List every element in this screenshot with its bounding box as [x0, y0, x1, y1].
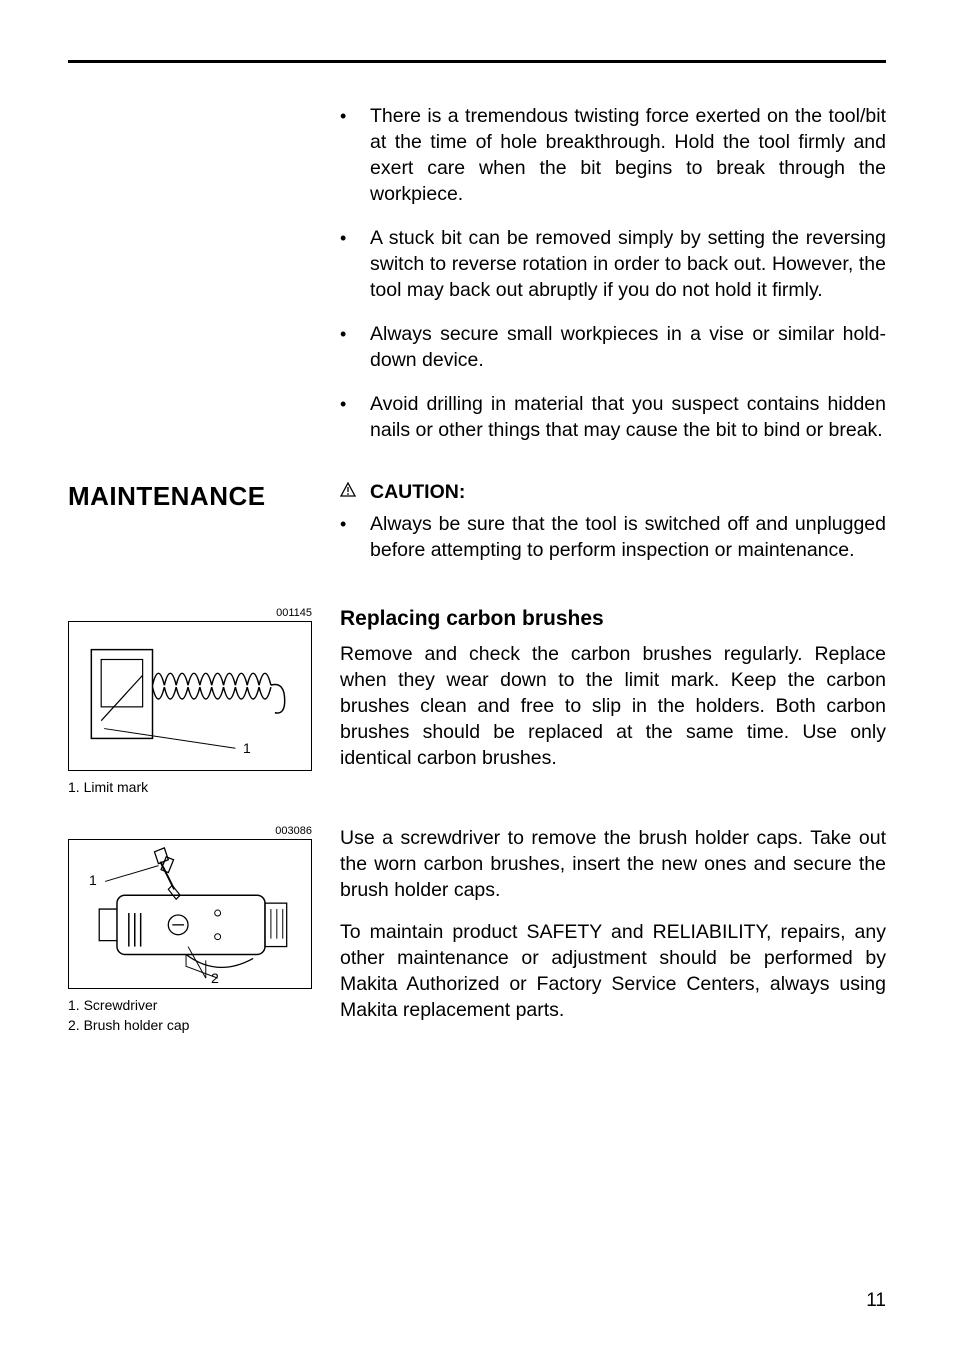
- caution-line: CAUTION:: [340, 481, 886, 505]
- brush-right-col-1: Replacing carbon brushes Remove and chec…: [330, 607, 886, 797]
- maintenance-right-col: CAUTION: • Always be sure that the tool …: [330, 481, 886, 581]
- list-item: • A stuck bit can be removed simply by s…: [340, 225, 886, 303]
- bullet-dot: •: [340, 321, 370, 373]
- maintenance-heading: MAINTENANCE: [68, 481, 330, 512]
- top-bullets-row: • There is a tremendous twisting force e…: [68, 103, 886, 461]
- bullet-dot: •: [340, 391, 370, 443]
- brush-heading: Replacing carbon brushes: [340, 607, 886, 631]
- figure2-caption-2: 2. Brush holder cap: [68, 1015, 312, 1035]
- top-right-col: • There is a tremendous twisting force e…: [330, 103, 886, 461]
- figure2-caption-1: 1. Screwdriver: [68, 995, 312, 1015]
- top-bullet-list: • There is a tremendous twisting force e…: [340, 103, 886, 443]
- figure1-code: 001145: [68, 607, 312, 619]
- figure1-col: 001145 1: [68, 607, 330, 797]
- list-item: • Avoid drilling in material that you su…: [340, 391, 886, 443]
- bullet-text: Always be sure that the tool is switched…: [370, 511, 886, 563]
- caution-bullet-list: • Always be sure that the tool is switch…: [340, 511, 886, 563]
- caution-label: CAUTION:: [370, 481, 465, 504]
- figure1-wrap: 001145 1: [68, 607, 312, 797]
- figure1-captions: 1. Limit mark: [68, 777, 312, 797]
- figure2-code: 003086: [68, 825, 312, 837]
- maintenance-row: MAINTENANCE CAUTION: • Always be sure th…: [68, 481, 886, 581]
- bullet-text: Always secure small workpieces in a vise…: [370, 321, 886, 373]
- bullet-dot: •: [340, 225, 370, 303]
- list-item: • Always be sure that the tool is switch…: [340, 511, 886, 563]
- top-left-spacer: [68, 103, 330, 461]
- figure2-wrap: 003086: [68, 825, 312, 1035]
- warning-icon: [340, 481, 370, 505]
- bullet-text: A stuck bit can be removed simply by set…: [370, 225, 886, 303]
- top-rule: [68, 60, 886, 63]
- figure1-callout: 1: [243, 740, 251, 756]
- figure2-col: 003086: [68, 825, 330, 1039]
- figure1-box: 1: [68, 621, 312, 771]
- bullet-dot: •: [340, 103, 370, 207]
- page-number: 11: [866, 1290, 886, 1312]
- brush-right-col-2: Use a screwdriver to remove the brush ho…: [330, 825, 886, 1039]
- figure1-svg: [69, 622, 311, 770]
- brush-row-2: 003086: [68, 825, 886, 1039]
- brush-para-2: Use a screwdriver to remove the brush ho…: [340, 825, 886, 903]
- figure2-captions: 1. Screwdriver 2. Brush holder cap: [68, 995, 312, 1035]
- bullet-dot: •: [340, 511, 370, 563]
- bullet-text: There is a tremendous twisting force exe…: [370, 103, 886, 207]
- page: • There is a tremendous twisting force e…: [0, 0, 954, 1352]
- figure1-caption-1: 1. Limit mark: [68, 777, 312, 797]
- figure2-box: 1 2: [68, 839, 312, 989]
- figure2-svg: [69, 840, 311, 988]
- brush-para-3: To maintain product SAFETY and RELIABILI…: [340, 919, 886, 1023]
- maintenance-heading-col: MAINTENANCE: [68, 481, 330, 581]
- brush-row-1: 001145 1: [68, 607, 886, 797]
- figure2-callout-1: 1: [89, 872, 97, 888]
- list-item: • There is a tremendous twisting force e…: [340, 103, 886, 207]
- figure2-callout-2: 2: [211, 970, 219, 986]
- brush-para-1: Remove and check the carbon brushes regu…: [340, 641, 886, 771]
- bullet-text: Avoid drilling in material that you susp…: [370, 391, 886, 443]
- list-item: • Always secure small workpieces in a vi…: [340, 321, 886, 373]
